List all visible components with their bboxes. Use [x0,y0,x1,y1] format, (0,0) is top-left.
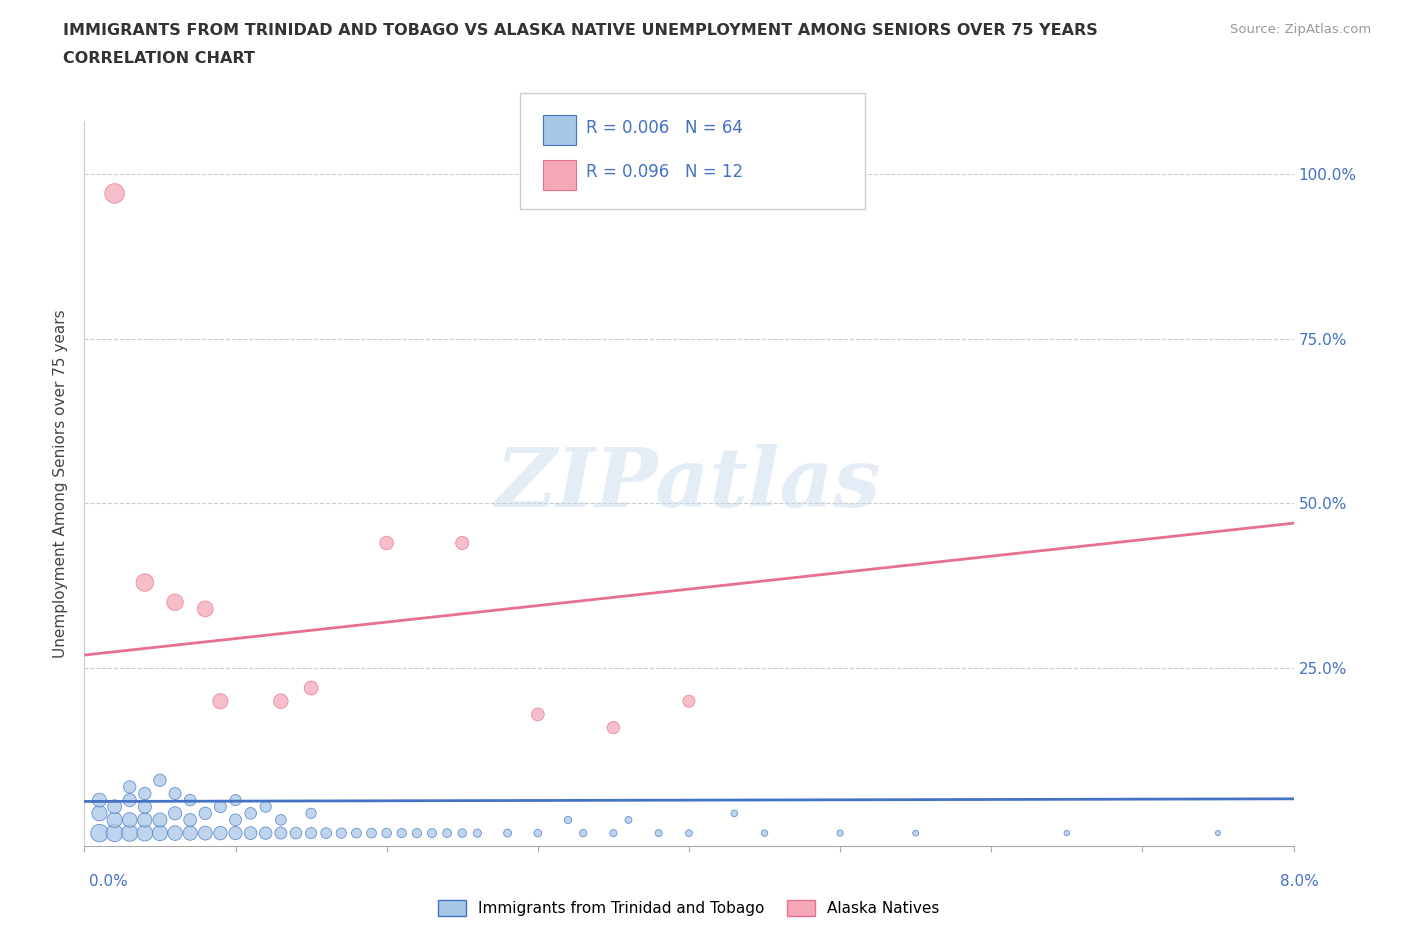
Point [239,826,262,841]
Point [149,813,172,828]
Point [904,826,927,841]
Point [165,595,187,610]
Point [648,826,671,841]
Point [346,826,368,841]
Point [315,826,337,841]
Point [165,826,187,841]
Point [194,826,217,841]
Point [104,186,127,201]
Point [678,826,700,841]
Point [270,694,292,709]
Point [209,826,232,841]
Point [89,792,111,807]
Point [149,773,172,788]
Point [1056,826,1078,841]
Point [557,813,579,828]
Point [149,826,172,841]
Point [406,826,429,841]
Point [496,826,519,841]
Text: R = 0.096   N = 12: R = 0.096 N = 12 [586,163,744,181]
Point [723,806,745,821]
Point [572,826,595,841]
Point [104,799,127,814]
Point [527,707,550,722]
Point [165,806,187,821]
Point [285,826,308,841]
Point [451,826,474,841]
Point [270,826,292,841]
Point [360,826,382,841]
Point [118,779,141,794]
Point [179,826,201,841]
Point [678,694,700,709]
Point [118,826,141,841]
Text: 8.0%: 8.0% [1279,874,1319,889]
Point [209,694,232,709]
Point [270,813,292,828]
Point [375,826,398,841]
Point [391,826,413,841]
Point [165,786,187,801]
Point [299,826,322,841]
Point [451,536,474,551]
Point [209,799,232,814]
Text: R = 0.006   N = 64: R = 0.006 N = 64 [586,119,744,138]
Text: CORRELATION CHART: CORRELATION CHART [63,51,254,66]
Point [179,792,201,807]
Point [118,813,141,828]
Point [527,826,550,841]
Point [134,813,156,828]
Point [194,602,217,617]
Point [602,826,624,841]
Point [1206,826,1229,841]
Point [194,806,217,821]
Point [89,806,111,821]
Point [602,720,624,735]
Point [89,826,111,841]
Point [754,826,776,841]
Point [830,826,852,841]
Point [104,813,127,828]
Text: IMMIGRANTS FROM TRINIDAD AND TOBAGO VS ALASKA NATIVE UNEMPLOYMENT AMONG SENIORS : IMMIGRANTS FROM TRINIDAD AND TOBAGO VS A… [63,23,1098,38]
Point [375,536,398,551]
Point [467,826,489,841]
Point [134,575,156,590]
Point [134,799,156,814]
Point [420,826,443,841]
Point [239,806,262,821]
Point [299,681,322,696]
Point [179,813,201,828]
Text: 0.0%: 0.0% [89,874,128,889]
Point [225,792,247,807]
Point [104,826,127,841]
Point [617,813,640,828]
Point [436,826,458,841]
Point [299,806,322,821]
Point [330,826,353,841]
Point [134,826,156,841]
Y-axis label: Unemployment Among Seniors over 75 years: Unemployment Among Seniors over 75 years [53,310,69,658]
Point [225,813,247,828]
Text: Source: ZipAtlas.com: Source: ZipAtlas.com [1230,23,1371,36]
Point [254,826,277,841]
Point [118,792,141,807]
Point [134,786,156,801]
Point [225,826,247,841]
Text: ZIPatlas: ZIPatlas [496,444,882,524]
Point [254,799,277,814]
Legend: Immigrants from Trinidad and Tobago, Alaska Natives: Immigrants from Trinidad and Tobago, Ala… [432,894,946,922]
